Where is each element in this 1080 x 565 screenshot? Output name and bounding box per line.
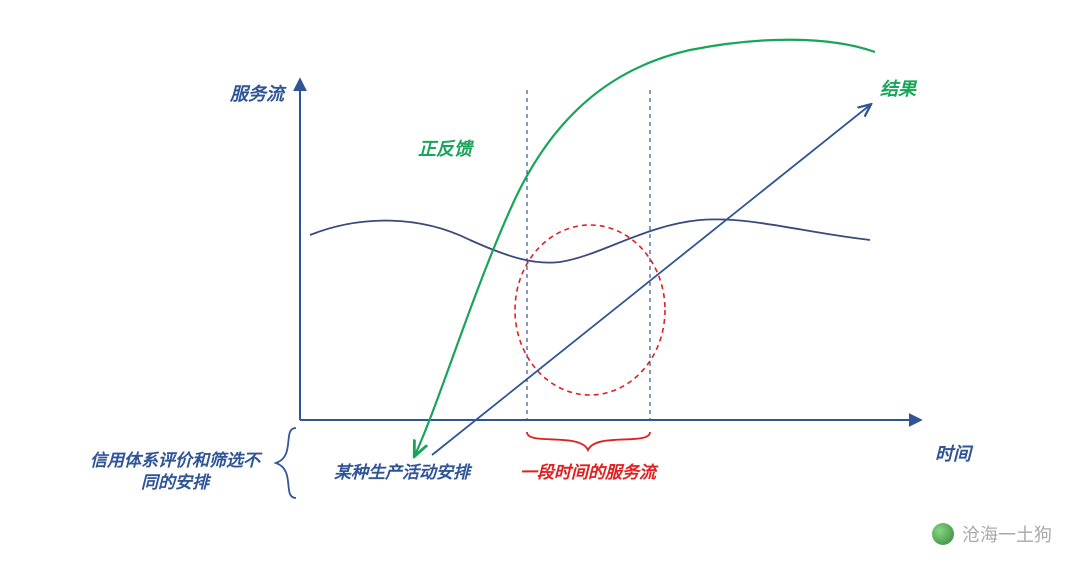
wechat-icon (932, 523, 954, 545)
service-flow-curve (310, 219, 870, 262)
highlight-ellipse (515, 225, 665, 395)
brace-blue-label-1: 信用体系评价和筛选不 (90, 451, 263, 470)
watermark-text: 沧海一土狗 (962, 521, 1052, 547)
feedback-curve (415, 40, 875, 455)
brace-blue (276, 428, 296, 498)
y-axis-label: 服务流 (229, 84, 287, 104)
watermark: 沧海一土狗 (932, 521, 1052, 547)
brace-red-label: 一段时间的服务流 (520, 463, 659, 482)
result-arrow (432, 105, 870, 455)
brace-blue-label-2: 同的安排 (141, 473, 212, 492)
x-axis-label: 时间 (935, 444, 974, 464)
result-label: 结果 (880, 79, 918, 99)
feedback-label: 正反馈 (418, 139, 475, 159)
start-label: 某种生产活动安排 (334, 463, 473, 482)
brace-red (527, 432, 650, 450)
